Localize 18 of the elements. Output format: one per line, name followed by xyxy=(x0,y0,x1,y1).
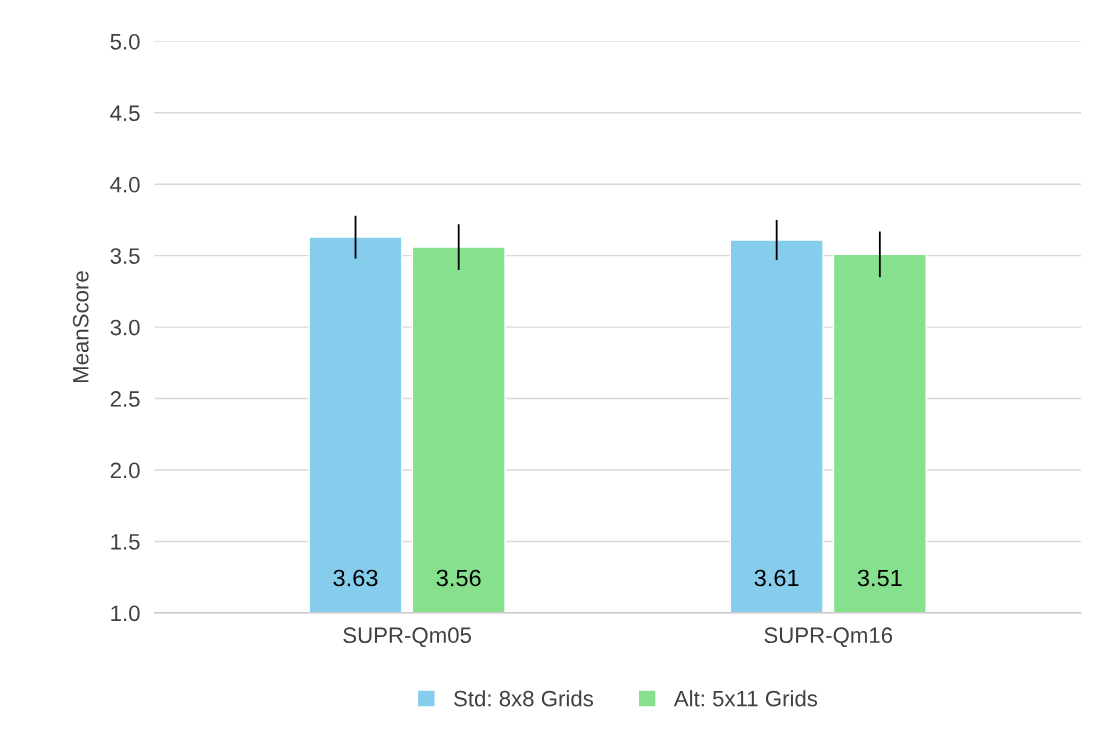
legend-label: Alt: 5x11 Grids xyxy=(673,690,818,707)
y-tick-label: 3.5 xyxy=(110,248,140,264)
y-tick-label: 4.0 xyxy=(110,176,140,193)
data-label: 3.56 xyxy=(436,569,481,587)
y-tick-label: 4.5 xyxy=(110,105,140,122)
data-label: 3.51 xyxy=(857,569,902,587)
x-tick-label: SUPR-Qm16 xyxy=(764,627,893,648)
y-tick-label: 1.5 xyxy=(111,534,140,550)
y-tick-label: 1.0 xyxy=(111,605,140,622)
y-tick-label: 2.0 xyxy=(110,462,140,479)
y-tick-label: 5.0 xyxy=(110,33,140,50)
x-tick-label: SUPR-Qm05 xyxy=(343,627,471,648)
data-label: 3.61 xyxy=(754,569,799,587)
data-label: 3.63 xyxy=(333,569,378,587)
legend-label: Std: 8x8 Grids xyxy=(454,690,594,707)
y-tick-label: 2.5 xyxy=(110,391,140,407)
y-tick-label: 3.0 xyxy=(110,319,140,336)
y-axis-title: MeanScore xyxy=(72,271,89,383)
